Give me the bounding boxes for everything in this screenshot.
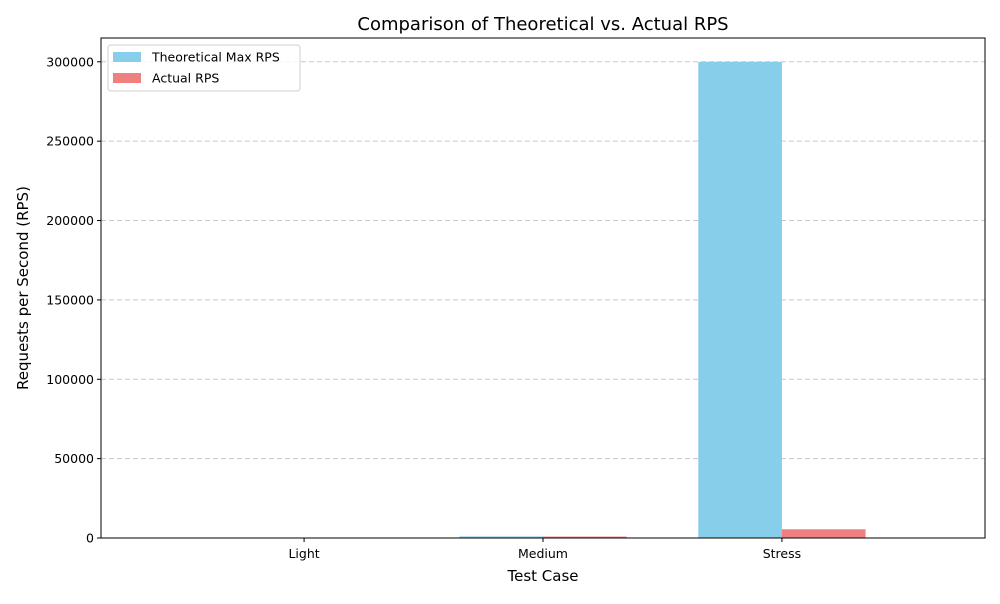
x-tick-label: Stress — [763, 546, 801, 561]
legend-label: Theoretical Max RPS — [151, 50, 280, 65]
y-axis-label: Requests per Second (RPS) — [14, 186, 32, 390]
y-tick-label: 150000 — [46, 292, 94, 307]
legend-label: Actual RPS — [152, 71, 219, 86]
y-tick-label: 0 — [86, 531, 94, 546]
x-tick-label: Medium — [518, 546, 568, 561]
y-tick-label: 50000 — [54, 451, 94, 466]
legend-swatch — [113, 52, 141, 62]
bar-theoretical-stress — [698, 62, 782, 538]
legend-swatch — [113, 73, 141, 83]
y-axis-ticks: 0 50000 100000 150000 200000 250000 300000 — [46, 54, 101, 545]
plot-frame — [101, 38, 985, 538]
chart-title: Comparison of Theoretical vs. Actual RPS — [357, 14, 728, 35]
y-tick-label: 250000 — [46, 134, 94, 149]
y-tick-label: 200000 — [46, 213, 94, 228]
bar-actual-stress — [782, 529, 866, 538]
legend: Theoretical Max RPS Actual RPS — [108, 45, 300, 91]
y-tick-label: 300000 — [46, 54, 94, 69]
gridlines — [101, 62, 985, 459]
x-axis-ticks: Light Medium Stress — [288, 538, 801, 561]
x-tick-label: Light — [288, 546, 319, 561]
y-tick-label: 100000 — [46, 372, 94, 387]
x-axis-label: Test Case — [506, 567, 578, 585]
